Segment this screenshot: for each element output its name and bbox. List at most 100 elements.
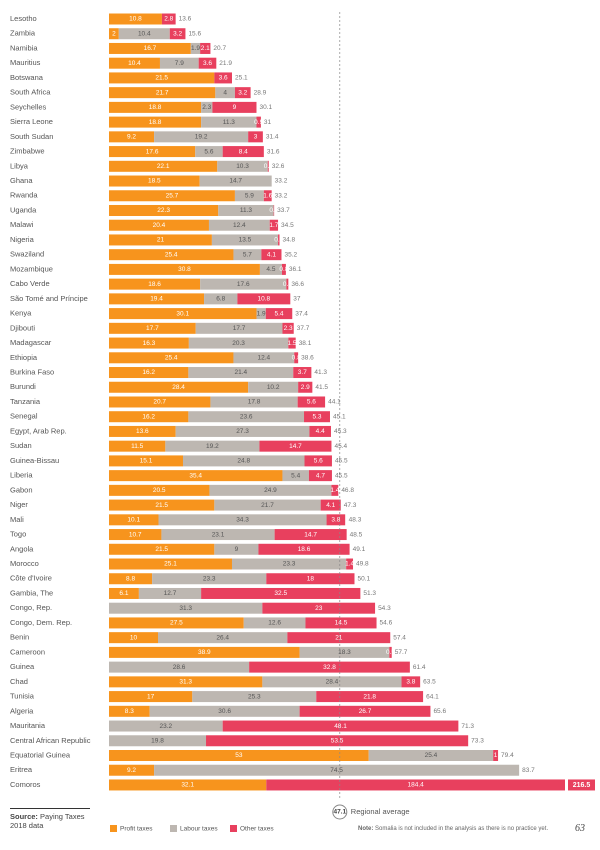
category-label: Gambia, The: [10, 588, 53, 597]
bar-segment: [259, 263, 282, 275]
category-label: Nigeria: [10, 235, 35, 244]
segment-label: 12.4: [233, 222, 246, 229]
average-label: Regional average: [351, 807, 410, 816]
bar-segment: [287, 632, 391, 644]
bar-segment: [109, 396, 211, 408]
bar-segment: [493, 750, 499, 761]
segment-label: 20.4: [153, 222, 166, 229]
segment-label: 8.4: [239, 148, 248, 155]
category-label: Equatorial Guinea: [10, 750, 71, 759]
total-label: 33.7: [277, 207, 290, 214]
segment-label: 35.4: [189, 472, 202, 479]
segment-label: 2.3: [202, 104, 211, 111]
bar-segment: [109, 735, 207, 747]
segment-label: 0.3: [274, 237, 283, 244]
category-label: Togo: [10, 530, 26, 539]
bar-segment: [259, 440, 332, 452]
segment-label: 38.9: [198, 649, 211, 656]
bar-segment: [331, 484, 339, 496]
segment-label: 1.7: [269, 222, 278, 229]
bar-segment: [158, 632, 288, 644]
segment-label: 23.1: [212, 531, 225, 538]
bar-segment: [109, 263, 260, 275]
total-label: 20.7: [213, 45, 226, 52]
segment-label: 11.3: [223, 119, 236, 126]
segment-label: 5.3: [312, 413, 321, 420]
segment-label: 1: [494, 752, 498, 759]
bar-segment: [231, 558, 347, 570]
segment-label: 0.5: [386, 649, 395, 656]
category-label: Egypt, Arab Rep.: [10, 426, 67, 435]
category-label: Guinea-Bissau: [10, 456, 59, 465]
segment-label: 3.8: [406, 679, 415, 686]
bar-segment: [109, 57, 160, 69]
bar-segment: [282, 322, 294, 334]
segment-label: 20.7: [153, 399, 166, 406]
source-label: Source:: [10, 812, 38, 821]
bar-segment: [263, 190, 272, 202]
segment-label: 53.5: [331, 737, 344, 744]
bar-segment: [109, 750, 369, 761]
category-label: Congo, Dem. Rep.: [10, 618, 72, 627]
bar-segment: [109, 602, 263, 614]
segment-label: 26.7: [359, 708, 372, 715]
bar-segment: [281, 263, 286, 275]
total-label: 45.1: [333, 413, 346, 420]
segment-label: 21.7: [261, 502, 274, 509]
bar-segment: [215, 87, 235, 99]
bar-segment: [161, 529, 275, 541]
segment-label: 30.6: [218, 708, 231, 715]
segment-label: 21.5: [155, 546, 168, 553]
total-label: 45.4: [334, 443, 347, 450]
segment-label: 34.3: [236, 517, 249, 524]
bar-segment: [267, 160, 269, 172]
source: Source: Paying Taxes 2018 data: [10, 808, 90, 830]
segment-label: 0.9: [254, 119, 263, 126]
total-label: 38.1: [299, 340, 312, 347]
bar-segment: [109, 42, 191, 54]
bar-segment: [188, 411, 305, 423]
bar-segment: [258, 543, 350, 555]
segment-label: 5.9: [245, 192, 254, 199]
bar-segment: [243, 617, 306, 629]
category-label: Seychelles: [10, 102, 47, 111]
segment-label: 30.1: [176, 310, 189, 317]
segment-label: 0.4: [283, 281, 292, 288]
category-label: Tanzania: [10, 397, 41, 406]
segment-label: 26.4: [216, 634, 229, 641]
total-label: 21.9: [219, 60, 232, 67]
bar-segment: [298, 381, 313, 393]
total-label: 216.5: [573, 782, 591, 789]
segment-label: 25.4: [165, 251, 178, 258]
bar-segment: [192, 691, 317, 703]
bar-segment: [109, 352, 234, 364]
segment-label: 0.1: [269, 207, 278, 214]
total-label: 50.1: [357, 575, 370, 582]
total-label: 35.2: [284, 251, 297, 258]
category-label: South Africa: [10, 88, 51, 97]
category-label: Morocco: [10, 559, 39, 568]
segment-label: 5.4: [275, 310, 284, 317]
segment-label: 1.9: [191, 45, 200, 52]
category-label: Zambia: [10, 29, 36, 38]
bar-segment: [217, 160, 268, 172]
segment-label: 3: [254, 134, 258, 141]
total-label: 31: [264, 119, 272, 126]
segment-label: 17.6: [146, 148, 159, 155]
bar-segment: [249, 661, 410, 673]
bar-segment: [204, 293, 238, 305]
segment-label: 20.3: [232, 340, 245, 347]
bar-segment: [210, 396, 298, 408]
category-label: Benin: [10, 633, 29, 642]
segment-label: 14.7: [229, 178, 242, 185]
bar-segment: [262, 602, 376, 614]
bar-segment: [109, 322, 196, 334]
segment-label: 3.2: [238, 89, 247, 96]
segment-label: 16.2: [142, 369, 155, 376]
segment-label: 5.4: [291, 472, 300, 479]
bar-segment: [109, 190, 235, 202]
total-label: 36.6: [291, 281, 304, 288]
segment-label: 21.4: [234, 369, 247, 376]
total-label: 38.6: [301, 355, 314, 362]
